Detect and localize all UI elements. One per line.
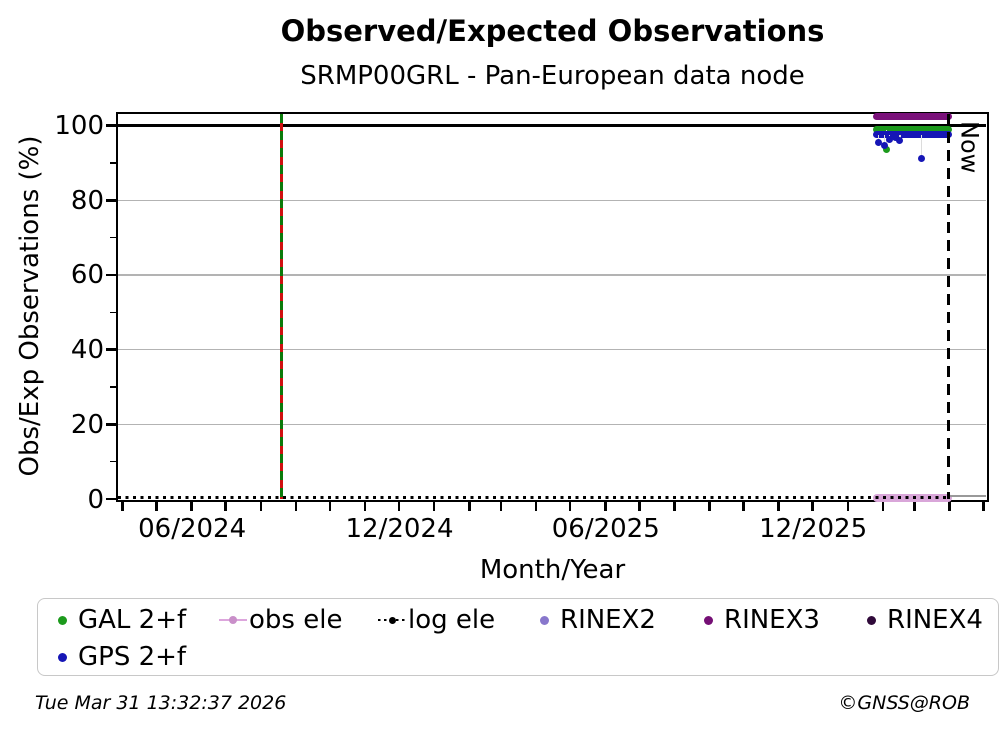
- x-tick: [190, 501, 193, 511]
- now-line: [947, 114, 950, 499]
- x-tick: [155, 501, 158, 511]
- y-tick-label: 20: [70, 409, 104, 440]
- y-tick-label: 100: [54, 111, 104, 142]
- y-gridline: [118, 274, 986, 276]
- legend-marker-gps-2-f: [57, 652, 67, 662]
- x-tick: [881, 501, 885, 511]
- outlier-connector: [877, 134, 880, 142]
- y-tick-label: 60: [70, 260, 104, 291]
- y-tick-label: 0: [87, 484, 104, 515]
- legend-label-rinex2: RINEX2: [560, 605, 656, 635]
- x-tick: [708, 501, 711, 511]
- y-tick-minor: [110, 386, 116, 388]
- y-gridline: [118, 423, 986, 426]
- x-tick: [638, 501, 641, 511]
- y-tick-label: 80: [70, 185, 104, 216]
- y-tick-minor: [110, 460, 116, 463]
- y-tick-minor: [110, 311, 116, 314]
- x-tick: [328, 501, 332, 511]
- log-ele-dotted-line: [118, 496, 949, 499]
- legend-marker-log-ele: [388, 616, 396, 624]
- legend-label-rinex4: RINEX4: [887, 605, 983, 635]
- series-band-gal-2-f: [873, 126, 952, 134]
- series-band-gps-2-f: [873, 131, 952, 139]
- y-tick: [105, 199, 116, 202]
- x-tick-label: 06/2024: [138, 514, 247, 544]
- x-tick: [468, 501, 471, 511]
- x-tick: [982, 501, 985, 511]
- legend: GAL 2+f obs ele log ele RINEX2 RINEX3 RINEX4 G…: [37, 598, 999, 676]
- x-tick: [121, 501, 124, 511]
- legend-label-log-ele: log ele: [408, 605, 496, 635]
- legend-label-rinex3: RINEX3: [724, 605, 820, 635]
- x-tick: [568, 501, 572, 511]
- y-tick: [105, 423, 116, 426]
- legend-marker-rinex2: [539, 615, 549, 625]
- x-tick: [294, 501, 298, 511]
- data-point-gps-2-f: [891, 134, 899, 142]
- x-tick: [397, 501, 401, 511]
- footer-copyright: ©GNSS@ROB: [838, 692, 970, 714]
- x-tick-label: 12/2025: [759, 514, 868, 544]
- x-tick: [673, 501, 676, 511]
- y-tick: [105, 124, 116, 127]
- legend-marker-rinex4: [866, 615, 876, 625]
- data-point-gps-2-f: [880, 142, 888, 150]
- chart-subtitle: SRMP00GRL - Pan-European data node: [300, 61, 805, 91]
- x-tick: [811, 501, 814, 511]
- y-tick-minor: [110, 236, 116, 239]
- data-point-gal-2-f: [882, 145, 890, 153]
- legend-marker-rinex3: [703, 615, 713, 625]
- y-tick: [105, 497, 116, 501]
- x-tick: [777, 501, 780, 511]
- outlier-connector: [920, 134, 923, 159]
- y-tick: [105, 273, 116, 277]
- legend-label-gps-2-f: GPS 2+f: [78, 642, 187, 672]
- x-tick: [432, 501, 436, 511]
- x-tick: [534, 501, 538, 511]
- x-tick: [742, 501, 745, 511]
- x-tick: [846, 501, 849, 511]
- y-tick-label: 40: [70, 335, 104, 366]
- station-event-line: [279, 114, 283, 499]
- reference-line-100: [118, 124, 986, 127]
- now-label: Now: [955, 121, 984, 174]
- x-tick: [913, 501, 916, 511]
- x-tick-label: 06/2025: [551, 514, 660, 544]
- data-point-gps-2-f: [886, 135, 894, 143]
- y-tick: [105, 348, 116, 351]
- data-point-gps-2-f: [874, 138, 882, 146]
- y-gridline: [118, 348, 986, 351]
- legend-marker-gal-2-f: [57, 615, 67, 625]
- footer-timestamp: Tue Mar 31 13:32:37 2026: [35, 692, 287, 714]
- chart-title: Observed/Expected Observations: [280, 14, 825, 48]
- x-axis-label: Month/Year: [479, 555, 626, 585]
- y-axis-label: Obs/Exp Observations (%): [15, 135, 45, 477]
- legend-label-gal-2-f: GAL 2+f: [78, 605, 187, 635]
- x-tick: [499, 501, 503, 511]
- x-tick-label: 12/2024: [345, 514, 454, 544]
- post-now-baseline: [948, 495, 986, 497]
- series-band-rinex3: [873, 113, 952, 121]
- data-point-gps-2-f: [896, 137, 904, 145]
- plot-area: Now: [105, 112, 989, 511]
- y-gridline: [118, 199, 986, 201]
- outlier-connector: [883, 134, 885, 146]
- y-tick-minor: [110, 162, 116, 164]
- x-tick: [604, 501, 607, 511]
- data-point-gps-2-f: [917, 155, 925, 163]
- x-tick: [224, 501, 227, 511]
- x-tick: [948, 501, 951, 511]
- x-tick: [259, 501, 263, 511]
- legend-marker-obs-ele: [229, 616, 237, 624]
- x-tick: [363, 501, 367, 511]
- legend-label-obs-ele: obs ele: [249, 605, 343, 635]
